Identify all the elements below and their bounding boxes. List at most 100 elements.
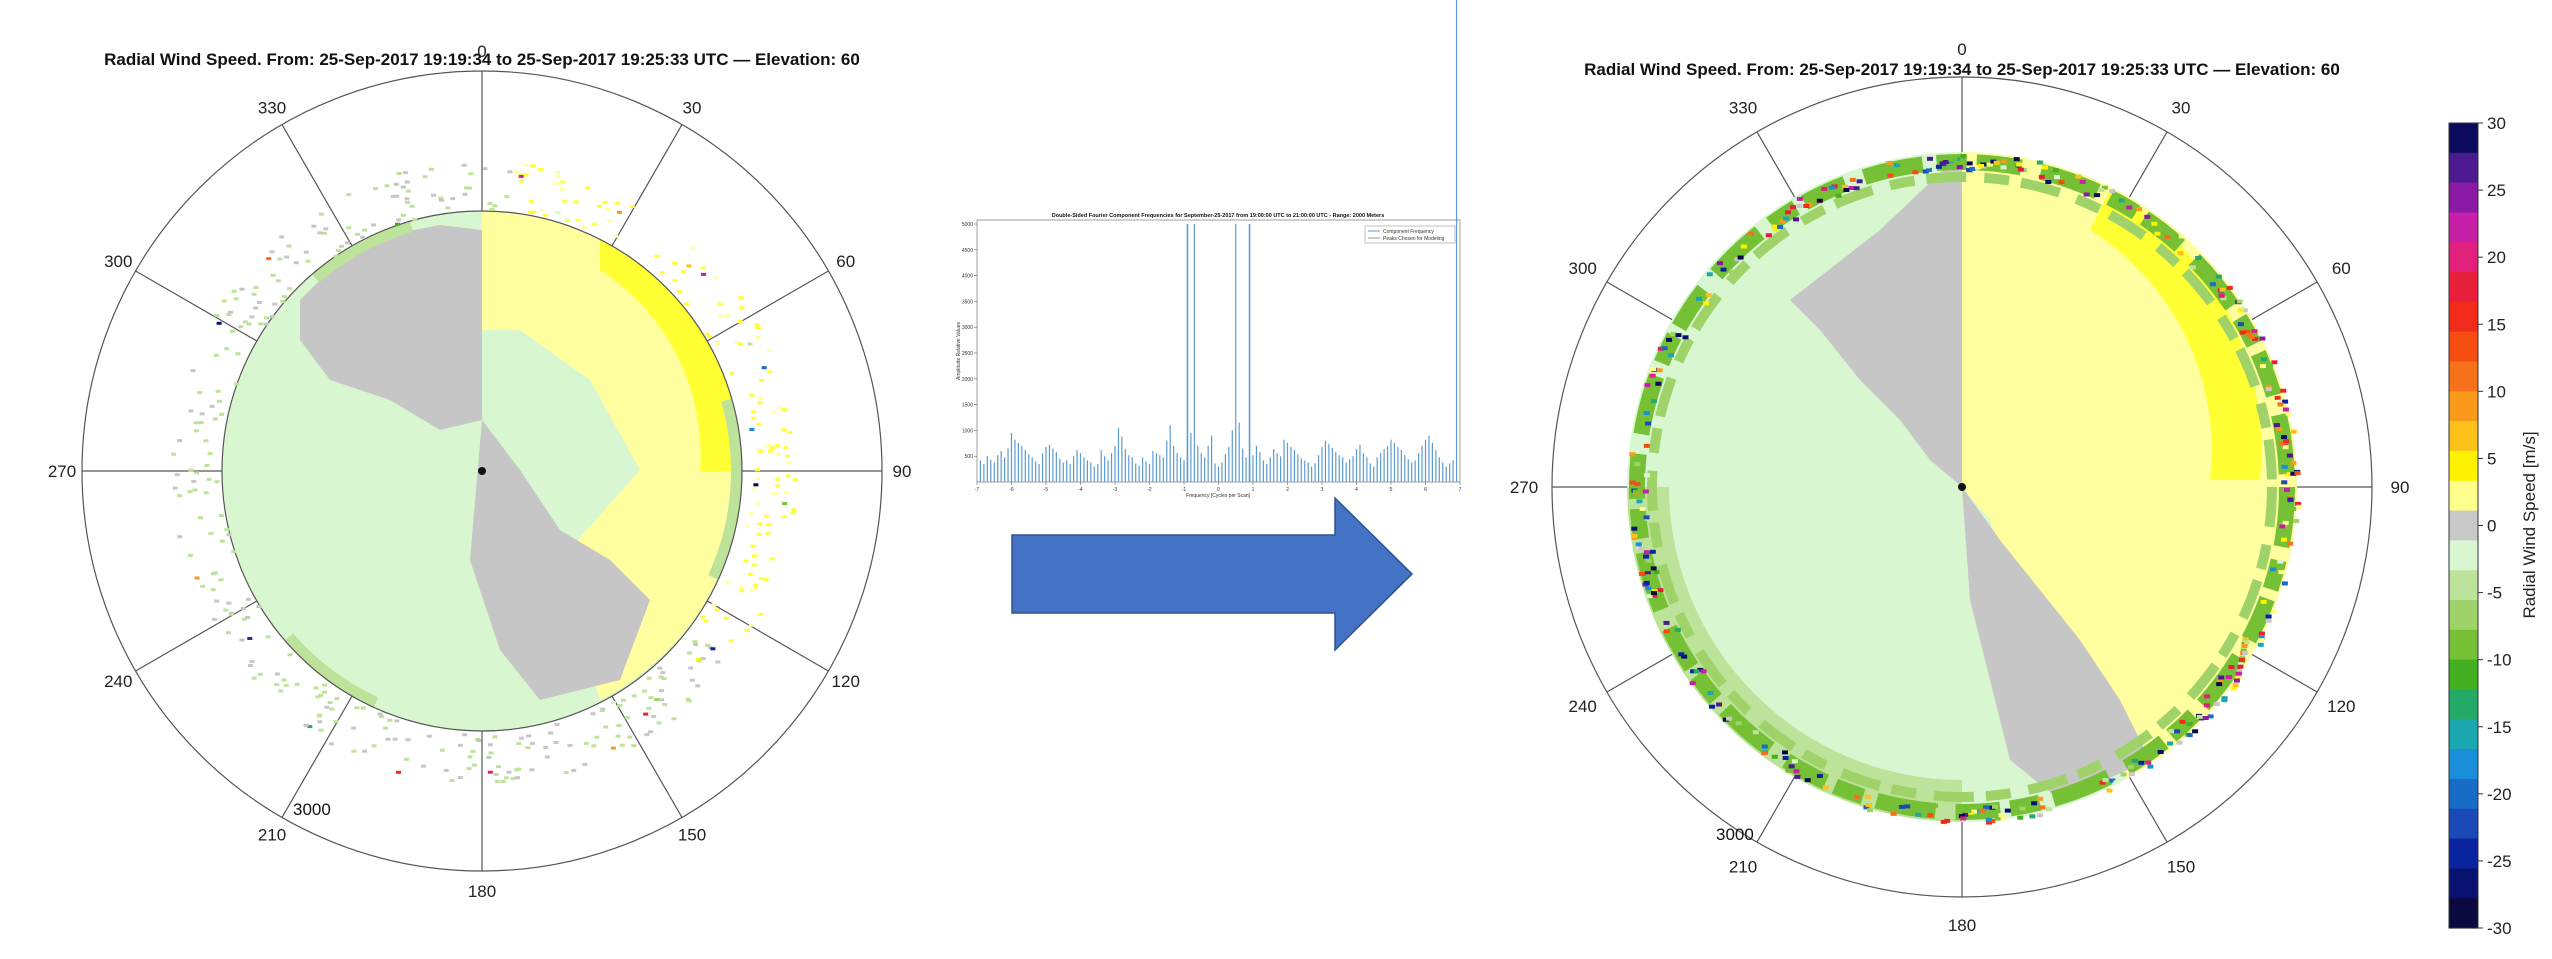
rim-cell xyxy=(1631,534,1638,538)
speckle xyxy=(462,192,468,196)
spectrum-xtick-label: -1 xyxy=(1182,487,1187,493)
rim-cell xyxy=(1644,571,1651,576)
speckle xyxy=(565,219,571,222)
speckle xyxy=(246,322,252,326)
speckle xyxy=(412,217,418,221)
rim-cell xyxy=(2136,207,2143,212)
speckle xyxy=(199,412,205,416)
speckle xyxy=(755,468,760,472)
rim-cell xyxy=(2189,265,2196,270)
speckle xyxy=(599,709,605,712)
rim-cell xyxy=(1657,588,1664,593)
rim-cell xyxy=(1642,489,1649,494)
rim-cell xyxy=(2219,287,2226,292)
speckle xyxy=(226,631,231,635)
speckle xyxy=(238,325,244,329)
speckle xyxy=(187,490,193,494)
speckle xyxy=(279,235,285,239)
speckle xyxy=(371,744,377,748)
speckle xyxy=(624,716,630,720)
speckle xyxy=(642,689,647,693)
rim-cell xyxy=(2036,160,2043,165)
speckle xyxy=(329,707,335,711)
speckle xyxy=(476,739,482,742)
speckle xyxy=(385,737,391,741)
speckle xyxy=(671,717,677,721)
speckle xyxy=(346,226,352,230)
speckle xyxy=(749,623,754,627)
rim-cell xyxy=(2277,399,2284,404)
speckle xyxy=(395,222,400,226)
rim-cell xyxy=(2277,402,2284,407)
speckle xyxy=(241,617,247,621)
speckle xyxy=(790,511,796,515)
speckle xyxy=(775,484,781,488)
rim-cell xyxy=(2052,168,2059,173)
rim-cell xyxy=(1783,216,1790,221)
speckle xyxy=(643,712,649,716)
speckle xyxy=(228,612,234,616)
spectrum-xtick-label: 4 xyxy=(1355,487,1358,493)
rim-cell xyxy=(2278,570,2285,575)
speckle xyxy=(482,167,488,171)
spectrum-xtick-label: -7 xyxy=(975,487,980,493)
rim-cell xyxy=(1948,157,1955,162)
colorbar-cell xyxy=(2449,450,2478,482)
rim-cell xyxy=(1655,381,1662,386)
speckle xyxy=(318,693,324,697)
speckle xyxy=(660,671,666,675)
speckle xyxy=(728,639,734,643)
left-origin xyxy=(478,467,486,475)
spectrum-xtick-label: 0 xyxy=(1217,487,1220,493)
rim-cell xyxy=(1890,811,1897,816)
speckle xyxy=(658,675,664,679)
speckle xyxy=(777,407,783,410)
speckle xyxy=(761,366,767,370)
rim-cell xyxy=(2279,524,2286,529)
rim-cell xyxy=(2274,395,2281,400)
rim-cell xyxy=(1639,503,1646,508)
speckle xyxy=(251,292,257,296)
angle-label-270: 270 xyxy=(1510,478,1538,497)
colorbar-cell xyxy=(2449,212,2478,243)
speckle xyxy=(755,326,761,330)
rim-cell xyxy=(1793,217,1799,222)
speckle xyxy=(307,725,313,729)
rim-cell xyxy=(1794,774,1801,779)
colorbar-tick-label: 5 xyxy=(2487,449,2496,468)
speckle xyxy=(258,322,264,326)
rim-cell xyxy=(2196,714,2203,719)
speckle xyxy=(443,768,449,772)
speckle xyxy=(467,755,473,759)
rim-cell xyxy=(1835,193,1842,198)
speckle xyxy=(315,695,321,699)
spectrum-xlabel: Frequency [Cycles per Scan] xyxy=(1186,493,1251,499)
angle-label-90: 90 xyxy=(2391,478,2410,497)
spectrum-ytick-label: 4000 xyxy=(962,274,973,280)
speckle xyxy=(590,712,596,716)
speckle xyxy=(510,777,516,781)
rim-cell xyxy=(2284,487,2290,492)
speckle xyxy=(747,572,753,576)
rim-cell xyxy=(2251,329,2258,334)
speckle xyxy=(400,213,406,217)
colorbar-cell xyxy=(2449,301,2478,333)
rim-cell xyxy=(1675,333,1682,338)
colorbar-cell xyxy=(2449,570,2478,601)
speckle xyxy=(371,223,376,227)
speckle xyxy=(575,218,581,222)
legend-peaks: Peaks Chosen for Modeling xyxy=(1383,236,1445,242)
rim-cell xyxy=(2237,322,2244,327)
rim-cell xyxy=(2267,363,2274,368)
rim-cell xyxy=(1990,159,1997,164)
speckle xyxy=(695,684,701,688)
speckle xyxy=(248,664,253,667)
speckle xyxy=(328,742,334,746)
speckle xyxy=(594,735,600,739)
rim-cell xyxy=(2239,306,2245,311)
speckle xyxy=(362,228,368,232)
rim-cell xyxy=(1752,730,1759,735)
right-positive-strong xyxy=(2090,190,2262,480)
rim-cell xyxy=(1898,804,1905,809)
speckle xyxy=(792,478,798,482)
